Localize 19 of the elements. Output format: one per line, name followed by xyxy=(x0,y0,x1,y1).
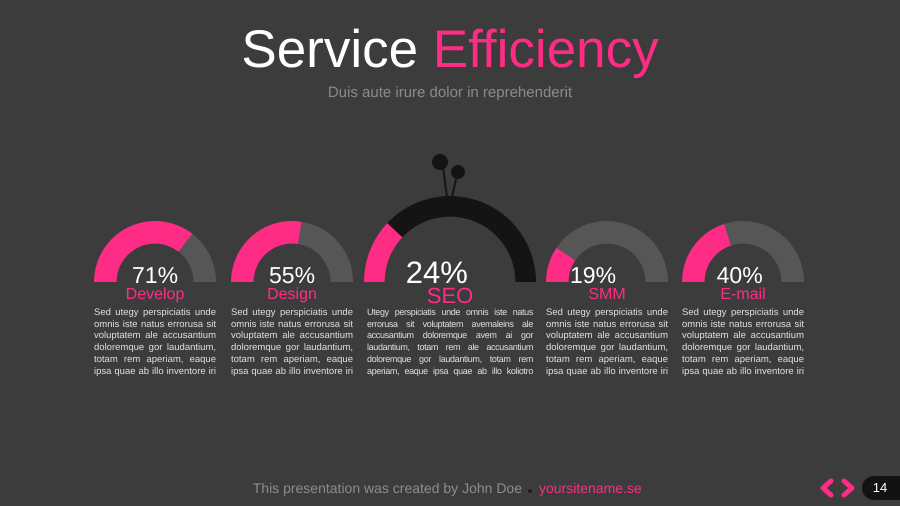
text: Sed utegy perspiciatis unde omnis iste natus errorusa sit voluptatem ale accusantium doloremque gor laudantium, totam rem aperiam, eaque ipsa quae ab illo inventore iri xyxy=(682,307,804,378)
text: Develop xyxy=(124,286,186,304)
text: Sed utegy perspiciatis unde omnis iste natus errorusa sit voluptatem ale accusantium doloremque gor laudantium, totam rem aperiam, eaque ipsa quae ab illo inventore iri xyxy=(231,307,353,378)
text: Service Efficiency xyxy=(241,20,659,79)
data-label: 40% xyxy=(716,262,763,288)
page-badge: 14 xyxy=(862,476,900,500)
text: This presentation was created by John Doe xyxy=(252,479,522,497)
text: Utegy perspiciatis unde omnis iste natus errorusa sit voluptatem avemaleins ale accusantium doloremque avem ai gor laudantium, totam rem ale accusantium doloremque gor laudantium, totam rem aperiam, eaque ipsa quae ab illo koliotro xyxy=(367,307,533,378)
data-label: 19% xyxy=(570,262,616,288)
text: yoursitename.se xyxy=(539,479,642,497)
text: Sed utegy perspiciatis unde omnis iste natus errorusa sit voluptatem ale accusantium doloremque gor laudantium, totam rem aperiam, eaque ipsa quae ab illo inventore iri xyxy=(94,307,216,378)
data-label: 71% xyxy=(132,262,178,288)
text: Sed utegy perspiciatis unde omnis iste natus errorusa sit voluptatem ale accusantium doloremque gor laudantium, totam rem aperiam, eaque ipsa quae ab illo inventore iri xyxy=(546,307,668,378)
text: SMM xyxy=(587,286,627,304)
text: Design xyxy=(266,286,318,304)
text: E-mail xyxy=(719,286,767,304)
data-label: 55% xyxy=(268,262,316,288)
text: SEO xyxy=(426,283,474,308)
text: Duis aute irure dolor in reprehenderit xyxy=(326,84,574,102)
